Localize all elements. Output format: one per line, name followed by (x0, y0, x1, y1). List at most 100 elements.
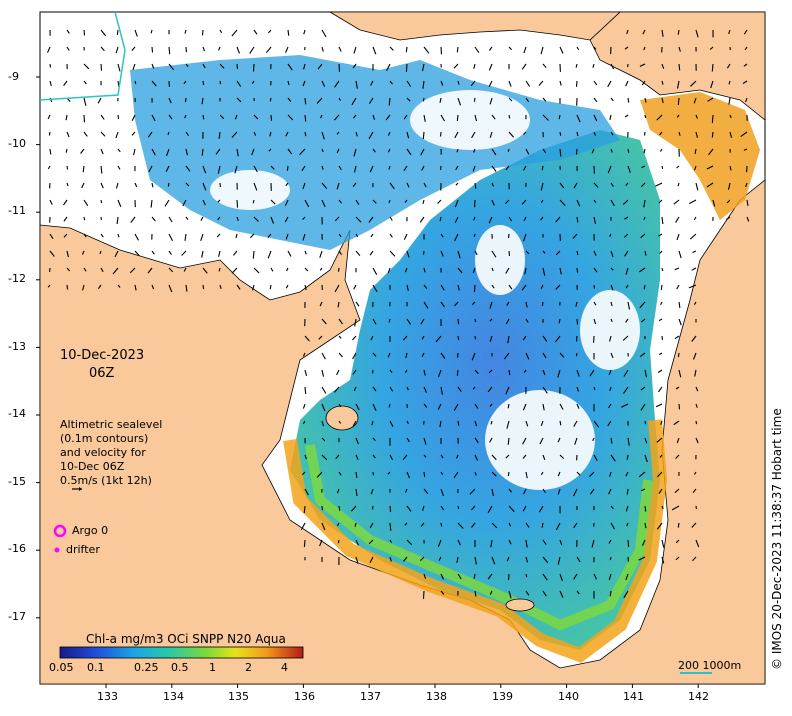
velocity-arrow (304, 267, 309, 272)
velocity-arrow (542, 335, 548, 342)
colorbar-tick: 0.1 (87, 661, 105, 674)
velocity-arrow (557, 369, 561, 378)
velocity-arrow (489, 318, 493, 322)
velocity-arrow (440, 250, 444, 257)
velocity-arrow (660, 284, 663, 290)
argo-marker (53, 524, 67, 538)
velocity-arrow (643, 131, 646, 136)
velocity-arrow (83, 267, 87, 272)
velocity-arrow (711, 63, 714, 72)
velocity-arrow (304, 131, 307, 137)
velocity-arrow (167, 131, 170, 136)
velocity-arrow (49, 80, 52, 87)
velocity-arrow (474, 403, 479, 409)
velocity-arrow (643, 46, 646, 51)
velocity-arrow (608, 573, 612, 581)
velocity-arrow (202, 267, 208, 274)
velocity-arrow (525, 539, 528, 548)
velocity-arrow (573, 522, 578, 529)
velocity-arrow (65, 148, 68, 153)
velocity-arrow (352, 182, 357, 188)
velocity-arrow (168, 250, 172, 255)
velocity-arrow (487, 573, 493, 580)
velocity-arrow (638, 556, 646, 561)
velocity-arrow (333, 114, 340, 121)
velocity-arrow (355, 556, 359, 564)
altimetry-line: Altimetric sealevel (60, 418, 163, 431)
velocity-arrow (671, 505, 680, 511)
velocity-arrow (508, 250, 511, 256)
velocity-arrow (368, 216, 374, 223)
velocity-arrow (65, 114, 68, 121)
velocity-arrow (405, 352, 408, 359)
velocity-arrow (491, 556, 496, 565)
cloud-patches (210, 90, 640, 490)
velocity-arrow (576, 471, 581, 476)
velocity-arrow (129, 267, 136, 274)
velocity-arrow (693, 97, 697, 104)
velocity-arrow (82, 165, 85, 173)
velocity-arrow (338, 352, 343, 358)
lon-tick: 141 (623, 690, 644, 703)
velocity-arrow (692, 556, 697, 562)
velocity-arrow (423, 284, 428, 290)
velocity-arrow (420, 556, 425, 561)
lon-tick: 139 (492, 690, 513, 703)
velocity-arrow (316, 471, 323, 478)
velocity-arrow (726, 63, 731, 69)
velocity-arrow (542, 63, 547, 69)
velocity-arrow (508, 539, 512, 545)
velocity-arrow (351, 97, 357, 106)
velocity-arrow (184, 233, 187, 241)
velocity-arrow (470, 80, 476, 87)
velocity-arrow (576, 46, 580, 50)
velocity-arrow (624, 216, 629, 220)
velocity-arrow (202, 80, 205, 86)
velocity-arrow (63, 80, 68, 87)
velocity-arrow (423, 301, 429, 309)
velocity-arrow (453, 403, 459, 411)
velocity-arrow (130, 216, 136, 223)
velocity-arrow (403, 165, 408, 171)
velocity-arrow (423, 267, 426, 273)
velocity-arrow (538, 80, 544, 86)
velocity-arrow (523, 369, 527, 373)
velocity-arrow (592, 437, 595, 442)
velocity-arrow (626, 488, 629, 495)
velocity-arrow (711, 114, 714, 124)
velocity-arrow (236, 199, 239, 208)
velocity-arrow (389, 250, 396, 257)
velocity-arrow (729, 114, 732, 119)
velocity-arrow (117, 199, 122, 208)
lon-tick: 136 (294, 690, 315, 703)
velocity-arrow (507, 233, 510, 238)
velocity-arrow (661, 539, 665, 548)
velocity-arrow (678, 131, 681, 136)
velocity-arrow (491, 267, 494, 272)
lon-tick: 133 (97, 690, 118, 703)
colorbar-tick: 0.25 (134, 661, 159, 674)
velocity-arrow (675, 539, 680, 544)
velocity-arrow (610, 131, 614, 136)
velocity-arrow (540, 182, 544, 191)
velocity-arrow (355, 488, 358, 497)
velocity-arrow (117, 148, 121, 153)
velocity-arrow (150, 199, 153, 208)
velocity-arrow (678, 301, 681, 308)
velocity-arrow (675, 556, 680, 561)
velocity-arrow (304, 97, 307, 105)
velocity-arrow (522, 403, 527, 411)
velocity-arrow (575, 352, 578, 357)
velocity-arrow (100, 131, 106, 137)
velocity-arrow (100, 114, 105, 120)
velocity-arrow (712, 199, 716, 207)
velocity-arrow (338, 250, 343, 256)
velocity-arrow (540, 199, 544, 203)
velocity-arrow (660, 420, 663, 425)
velocity-arrow (593, 114, 598, 122)
velocity-arrow (623, 386, 629, 394)
velocity-arrow (659, 148, 663, 152)
velocity-arrow (49, 233, 54, 239)
velocity-arrow (201, 97, 204, 105)
velocity-arrow (202, 284, 205, 290)
